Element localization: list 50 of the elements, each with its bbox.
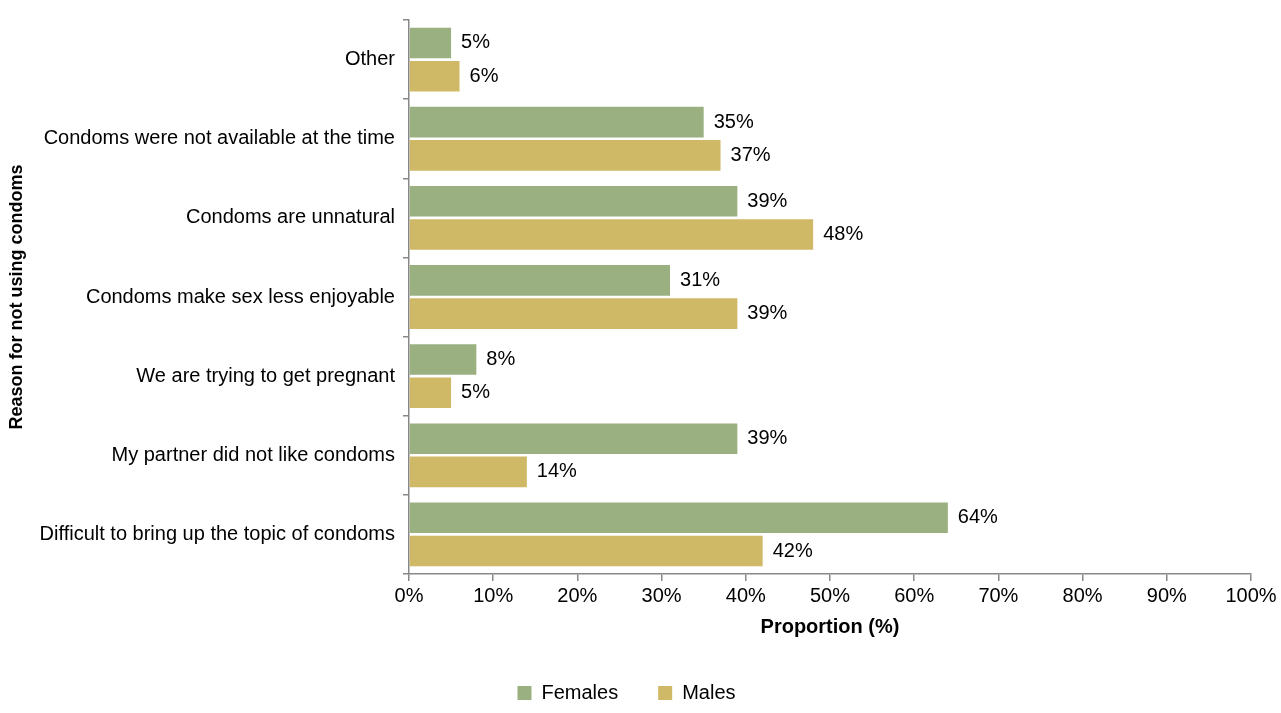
data-label: 39% [747,301,788,324]
x-tick-label: 90% [1146,583,1188,606]
legend-label: Females [541,680,619,703]
x-tick-label: 50% [809,583,851,606]
x-tick-label: 20% [557,583,598,606]
y-tick-label: We are trying to get pregnant [136,363,396,386]
bar [409,265,671,296]
data-label: 35% [713,109,754,132]
y-tick-label: Condoms are unnatural [185,205,395,228]
y-tick-label: My partner did not like condoms [111,442,395,465]
bar [409,185,738,217]
x-axis-title: Proportion (%) [760,614,900,637]
x-tick-label: 60% [894,583,935,606]
x-tick-label: 0% [394,583,424,606]
data-label: 5% [461,380,491,403]
data-label: 6% [469,63,499,86]
bar [409,502,948,534]
bar [409,423,738,454]
data-label: 39% [747,188,788,211]
x-tick-label: 70% [978,583,1019,606]
y-axis-title: Reason for not using condoms [5,164,26,430]
bar [409,344,477,375]
data-label: 48% [823,221,864,244]
bar [409,219,814,250]
x-tick-label: 80% [1062,583,1103,606]
data-label: 39% [747,426,788,449]
y-tick-label: Other [344,47,396,70]
x-tick-label: 40% [725,583,767,606]
data-label: 31% [680,267,721,290]
y-tick-label: Condoms were not available at the time [43,126,395,149]
data-label: 8% [486,347,516,370]
x-tick-label: 100% [1225,583,1277,606]
y-tick-label: Condoms make sex less enjoyable [85,284,395,307]
x-tick-label: 30% [641,583,682,606]
bar [409,456,527,488]
data-label: 42% [772,538,813,561]
data-label: 5% [461,30,491,53]
bar [409,535,763,567]
bar [409,298,738,329]
bar [409,27,452,59]
data-label: 14% [536,459,578,482]
data-label: 37% [730,142,771,165]
bar [409,140,721,171]
bar [409,60,460,92]
data-label: 64% [957,505,999,528]
y-tick-label: Difficult to bring up the topic of condoms [39,521,395,544]
bar [409,377,452,409]
legend-label: Males [682,680,736,703]
bar [409,106,704,138]
x-tick-label: 10% [473,583,514,606]
